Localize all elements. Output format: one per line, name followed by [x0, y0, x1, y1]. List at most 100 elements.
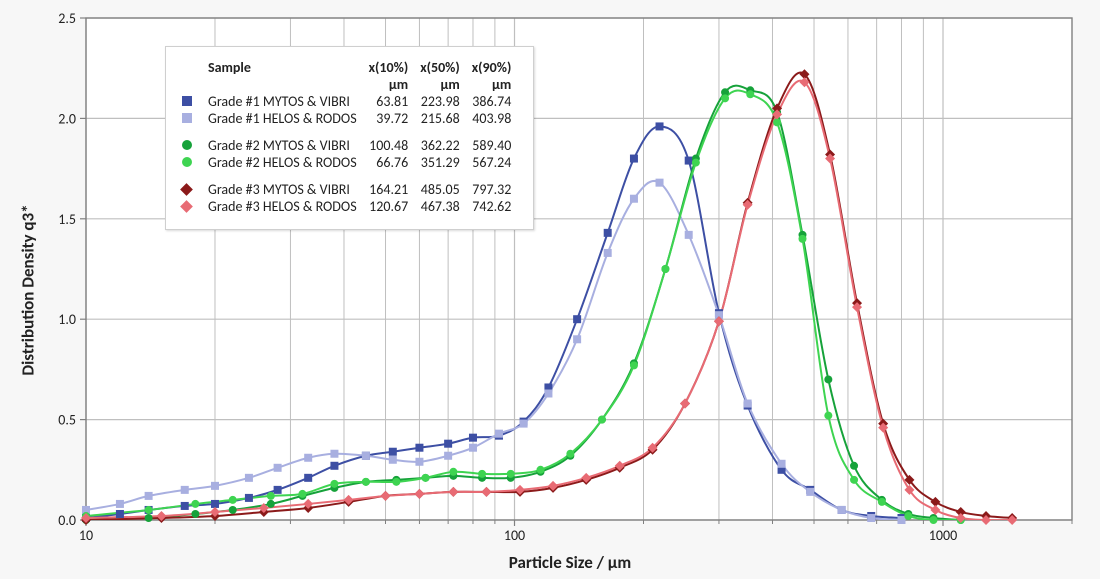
marker-circle: [824, 412, 832, 420]
y-axis-title: Distribution Density q3*: [18, 204, 39, 375]
marker-circle: [598, 416, 606, 424]
marker-square: [116, 510, 124, 518]
legend-x10: 66.76: [363, 154, 415, 171]
marker-square: [304, 474, 312, 482]
legend-x90: 589.40: [466, 137, 518, 154]
legend-x10: 100.48: [363, 137, 415, 154]
marker-circle: [537, 466, 545, 474]
y-tick-label: 1.0: [58, 311, 76, 328]
legend-series-name: Grade #2 MYTOS & VIBRI: [202, 137, 363, 154]
marker-square: [330, 450, 338, 458]
marker-square: [744, 400, 752, 408]
y-tick-label: 0.0: [58, 512, 76, 529]
marker-circle: [507, 470, 515, 478]
marker-square: [389, 448, 397, 456]
legend-swatch: [180, 200, 193, 213]
marker-square: [806, 488, 814, 496]
marker-circle: [267, 500, 275, 508]
marker-square: [181, 502, 189, 510]
marker-square: [274, 486, 282, 494]
marker-circle: [630, 361, 638, 369]
legend-header-col: x(50%): [414, 59, 466, 76]
marker-square: [685, 157, 693, 165]
legend-swatch: [180, 183, 193, 196]
marker-square: [573, 315, 581, 323]
legend-series-name: Grade #1 MYTOS & VIBRI: [202, 93, 363, 110]
marker-square: [604, 229, 612, 237]
legend-swatch: [182, 96, 192, 106]
legend-x50: 215.68: [414, 110, 466, 127]
marker-square: [838, 506, 846, 514]
x-tick-label: 1000: [929, 527, 957, 544]
marker-circle: [850, 462, 858, 470]
legend-header-col-unit: µm: [414, 76, 466, 93]
x-axis-title: Particle Size / µm: [509, 552, 631, 573]
y-tick-label: 2.0: [58, 110, 76, 127]
marker-square: [211, 482, 219, 490]
legend-x50: 223.98: [414, 93, 466, 110]
marker-circle: [566, 450, 574, 458]
marker-square: [145, 492, 153, 500]
legend-swatch: [182, 157, 192, 167]
marker-circle: [392, 478, 400, 486]
marker-circle: [904, 512, 912, 520]
marker-circle: [229, 496, 237, 504]
marker-circle: [191, 510, 199, 518]
marker-square: [181, 486, 189, 494]
marker-circle: [267, 492, 275, 500]
marker-square: [444, 440, 452, 448]
marker-square: [604, 249, 612, 257]
marker-square: [245, 494, 253, 502]
marker-circle: [449, 468, 457, 476]
marker-square: [520, 420, 528, 428]
marker-circle: [298, 490, 306, 498]
marker-circle: [878, 498, 886, 506]
marker-square: [630, 195, 638, 203]
marker-circle: [478, 470, 486, 478]
marker-square: [573, 335, 581, 343]
marker-circle: [692, 159, 700, 167]
marker-circle: [330, 480, 338, 488]
legend-x90: 742.62: [466, 198, 518, 215]
marker-square: [304, 454, 312, 462]
legend-header-col-unit: µm: [466, 76, 518, 93]
marker-square: [544, 389, 552, 397]
marker-circle: [929, 516, 937, 524]
marker-circle: [362, 478, 370, 486]
legend-swatch: [182, 113, 192, 123]
marker-circle: [661, 265, 669, 273]
legend-table: Samplex(10%)x(50%)x(90%)µmµmµmGrade #1 M…: [165, 46, 534, 230]
marker-square: [469, 444, 477, 452]
marker-square: [867, 514, 875, 522]
legend-x50: 467.38: [414, 198, 466, 215]
marker-circle: [145, 506, 153, 514]
legend-x10: 120.67: [363, 198, 415, 215]
marker-square: [656, 122, 664, 130]
legend-x10: 39.72: [363, 110, 415, 127]
legend-x90: 386.74: [466, 93, 518, 110]
legend-header-col: x(10%): [363, 59, 415, 76]
legend-x50: 362.22: [414, 137, 466, 154]
marker-square: [444, 452, 452, 460]
marker-square: [330, 462, 338, 470]
x-tick-label: 10: [79, 527, 93, 544]
marker-circle: [799, 235, 807, 243]
marker-circle: [721, 94, 729, 102]
marker-square: [469, 434, 477, 442]
legend-header-col: x(90%): [466, 59, 518, 76]
legend-x90: 567.24: [466, 154, 518, 171]
y-tick-label: 0.5: [58, 412, 76, 429]
legend-x90: 403.98: [466, 110, 518, 127]
marker-circle: [850, 476, 858, 484]
legend-header-col-unit: µm: [363, 76, 415, 93]
marker-square: [362, 452, 370, 460]
y-tick-label: 1.5: [58, 211, 76, 228]
legend-series-name: Grade #1 HELOS & RODOS: [202, 110, 363, 127]
legend-x10: 63.81: [363, 93, 415, 110]
marker-circle: [422, 474, 430, 482]
legend-series-name: Grade #3 HELOS & RODOS: [202, 198, 363, 215]
marker-square: [415, 444, 423, 452]
marker-square: [116, 500, 124, 508]
marker-circle: [229, 506, 237, 514]
marker-circle: [145, 514, 153, 522]
